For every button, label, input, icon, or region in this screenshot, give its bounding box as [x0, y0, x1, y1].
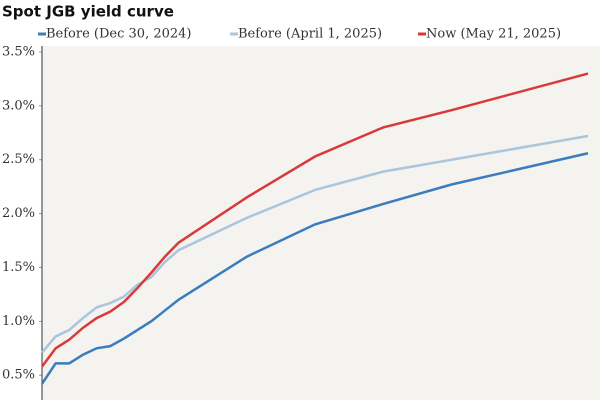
y-tick-label: 3.5% — [2, 45, 35, 60]
y-tick-label: 2.5% — [2, 152, 35, 167]
legend-label: Before (April 1, 2025) — [238, 27, 382, 42]
series-line — [40, 152, 589, 385]
y-tick-label: 1.5% — [2, 260, 35, 275]
y-tick-label: 0.5% — [2, 368, 35, 383]
chart-title: Spot JGB yield curve — [2, 3, 174, 21]
legend-label: Before (Dec 30, 2024) — [46, 27, 192, 42]
y-tick-label: 3.0% — [2, 98, 35, 113]
y-tick-label: 1.0% — [2, 314, 35, 329]
legend-label: Now (May 21, 2025) — [426, 27, 561, 42]
series-line — [40, 72, 589, 368]
y-tick-label: 2.0% — [2, 206, 35, 221]
